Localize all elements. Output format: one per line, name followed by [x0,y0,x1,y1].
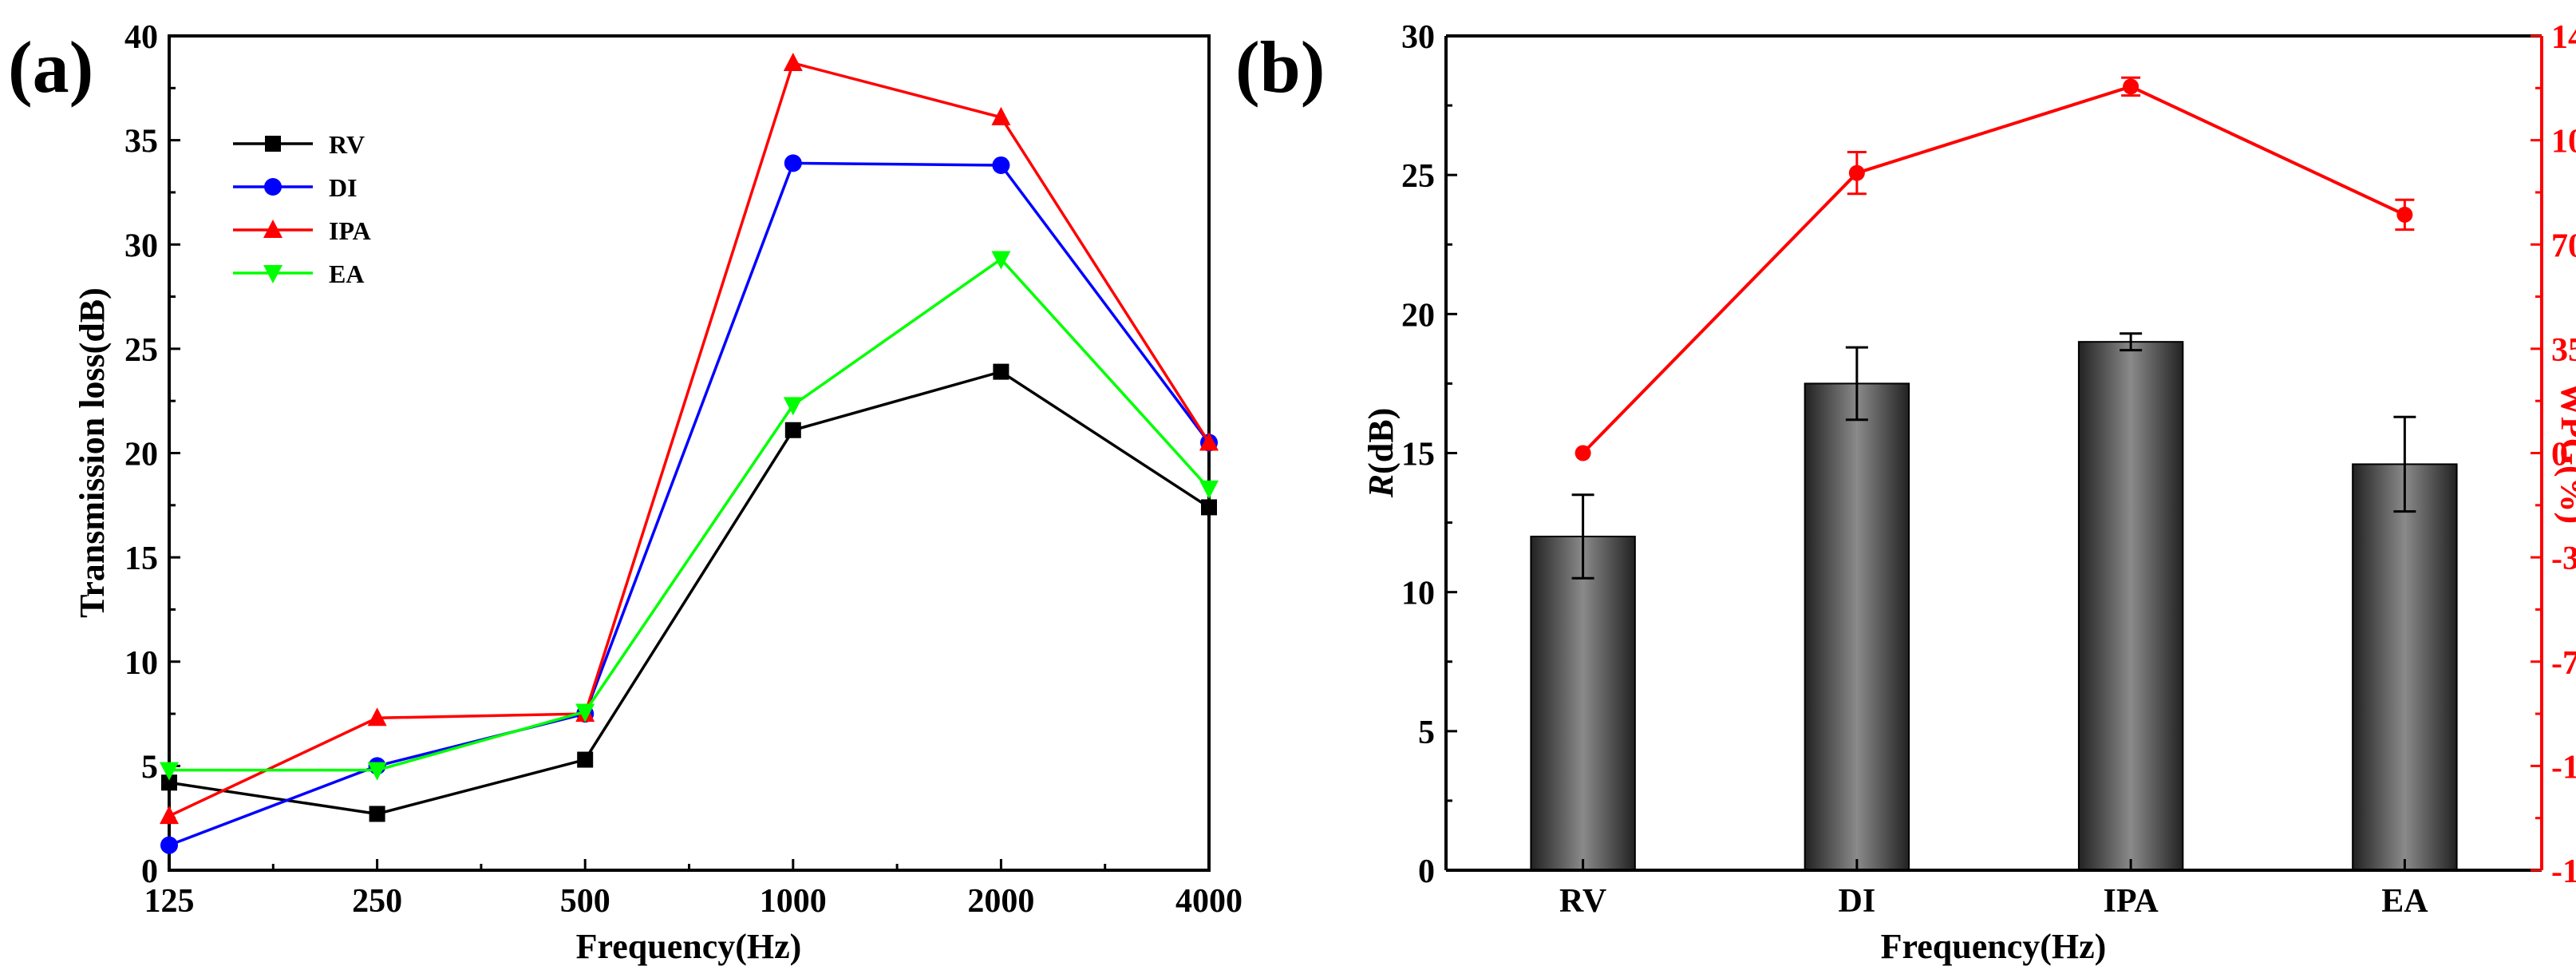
data-point-rv [369,806,385,822]
legend-label-rv: RV [329,130,365,159]
panel-a-y-ticks: 0 5 10 15 20 25 30 35 40 [124,19,180,890]
data-point-ea [783,397,803,416]
panel-b-x-ticks: RV DI IPA EA [1559,859,2428,920]
panel-b-x-tick-label: EA [2381,883,2428,920]
panel-a-y-tick-label: 15 [124,540,158,577]
panel-b-y-tick-label: 20 [1401,297,1435,334]
data-point-ea [1199,480,1219,499]
bar-di [1804,382,1910,871]
legend-marker-di [264,178,282,196]
panel-a-x-ticks: 125 250 500 1000 2000 4000 [144,859,1243,920]
legend-label-di: DI [329,173,358,202]
panel-b-bars [1530,332,2458,872]
legend-marker-ipa [263,220,282,238]
panel-b-y2-tick-label: -105 [2551,749,2576,786]
wpg-point-rv [1574,445,1591,461]
bar-ea [2352,463,2458,872]
data-point-di [784,154,802,172]
legend-marker-rv [265,136,281,152]
data-point-ipa [783,52,803,71]
series-line-ea [169,257,1211,772]
panel-b-y-tick-label: 25 [1401,158,1435,195]
data-point-di [160,836,178,854]
panel-a-x-tick-label: 250 [352,883,402,920]
panel-b-y-tick-label: 5 [1418,715,1435,751]
panel-a-y-tick-label: 25 [124,332,158,369]
wpg-point-ea [2396,206,2413,223]
data-point-ipa [1199,432,1219,451]
wpg-point-ipa [2123,78,2139,95]
panel-b-bar-chart: (b) 0 5 10 15 20 25 30 -140 -105 -70 -35 0 35 70 105 1… [1235,19,2576,966]
panel-a-x-tick-label: 500 [560,883,610,920]
wpg-line [1582,85,2406,454]
panel-b-x-axis-label: Frequency(Hz) [1881,927,2107,966]
panel-a-line-chart: (a) 0 5 10 15 20 25 30 35 40 125 250 500 1000 2000 40… [8,19,1243,966]
panel-b-y-tick-label: 10 [1401,576,1435,612]
panel-a-y-tick-label: 5 [141,749,158,786]
panel-b-y2-tick-label: 35 [2551,332,2576,369]
panel-b-y2-tick-label: 140 [2551,19,2576,56]
panel-a-y-tick-label: 10 [124,645,158,682]
panel-b-y-tick-label: 15 [1401,437,1435,473]
panel-b-y2-tick-label: -70 [2551,645,2576,682]
bar-ipa [2077,341,2184,871]
panel-a-x-axis-label: Frequency(Hz) [576,927,802,966]
panel-b-y2-axis-label: WPG(%) [2554,382,2576,524]
data-point-rv [784,422,801,438]
panel-b-y2-tick-label: 105 [2551,124,2576,160]
data-point-ipa [160,806,179,825]
panel-a-series [160,52,1219,854]
panel-b-wpg-line [1574,76,2415,461]
panel-b-y2-tick-label: 70 [2551,228,2576,264]
panel-b-y-ticks: 0 5 10 15 20 25 30 [1401,19,1457,890]
panel-b-y2-tick-label: -140 [2551,853,2576,890]
data-point-ea [367,762,387,781]
legend-label-ipa: IPA [329,216,371,245]
panel-a-x-tick-label: 1000 [760,883,827,920]
panel-b-y-axis-label: R(dB) [1361,408,1401,498]
data-point-rv [577,751,594,768]
panel-b-y-axis-label-italic: R [1361,474,1401,498]
data-point-di [992,156,1010,174]
panel-a-y-tick-label: 35 [124,124,158,160]
panel-a-x-tick-label: 4000 [1175,883,1243,920]
panel-b-label: (b) [1235,26,1325,108]
panel-b-y-tick-label: 0 [1418,853,1435,890]
panel-a-plot-frame [168,34,1211,872]
data-point-ea [575,703,595,723]
wpg-point-di [1848,164,1865,181]
panel-b-y-tick-label: 30 [1401,19,1435,56]
panel-a-legend: RV DI IPA EA [233,130,371,288]
data-point-rv [161,774,177,791]
panel-b-y2-tick-label: 0 [2551,437,2568,473]
panel-a-x-tick-label: 2000 [967,883,1034,920]
panel-a-x-tick-label: 125 [144,883,195,920]
panel-a-y-tick-label: 30 [124,228,158,264]
panel-b-x-tick-label: IPA [2104,883,2159,920]
data-point-ea [991,251,1011,270]
data-point-ipa [991,106,1011,125]
panel-a-label: (a) [8,26,93,108]
panel-b-y-axis-label-unit: (dB) [1361,408,1401,474]
legend-marker-ea [263,265,282,283]
panel-a-y-tick-label: 0 [141,853,158,890]
legend-label-ea: EA [329,259,364,288]
series-line-di [168,161,1211,847]
data-point-ea [160,762,179,781]
data-point-rv [1201,499,1217,516]
panel-a-y-axis-label: Transmission loss(dB) [73,287,112,618]
panel-b-x-tick-label: DI [1839,883,1876,920]
panel-b-y2-ticks: -140 -105 -70 -35 0 35 70 105 140 [2531,19,2576,890]
panel-b-x-tick-label: RV [1559,883,1606,920]
data-point-ipa [367,707,387,727]
series-line-rv [168,370,1210,816]
panel-b-y2-tick-label: -35 [2551,540,2576,577]
bar-rv [1530,536,1636,871]
series-line-ipa [168,61,1211,818]
panel-a-y-tick-label: 40 [124,19,158,56]
data-point-rv [993,363,1009,380]
panel-a-y-tick-label: 20 [124,437,158,473]
